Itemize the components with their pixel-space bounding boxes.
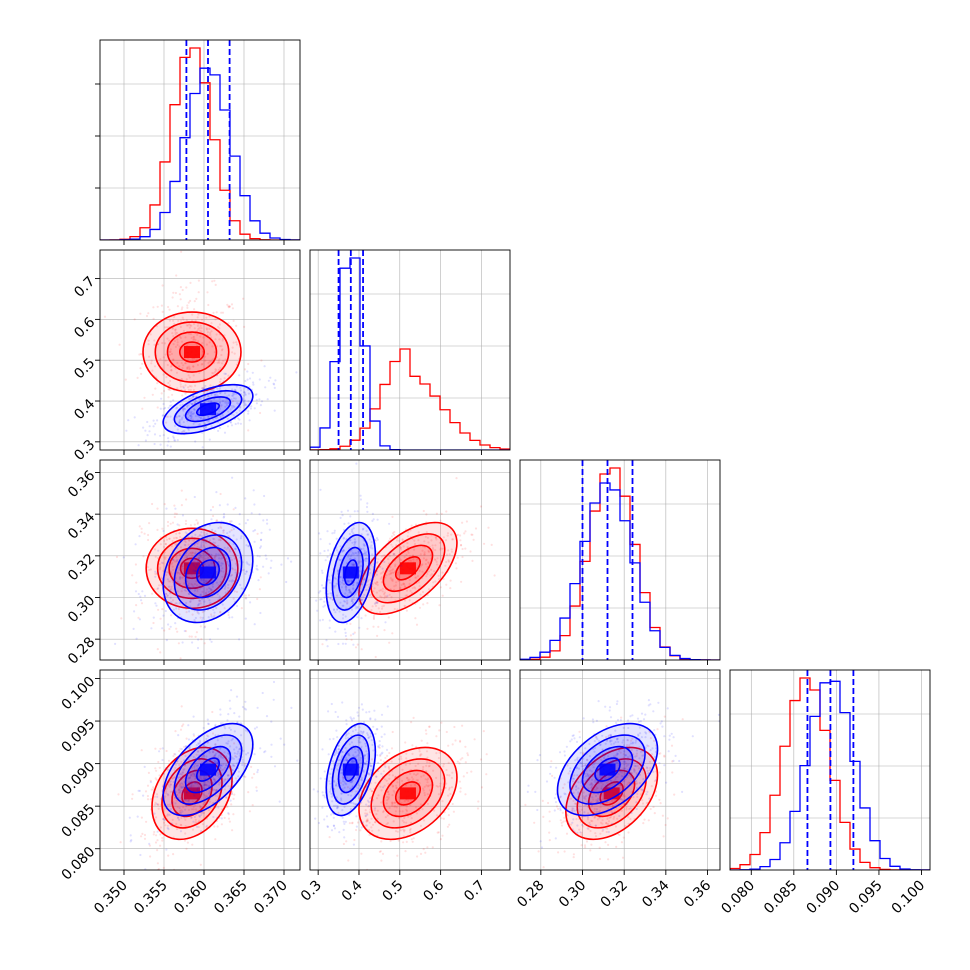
y-tick-label-3: 0.6	[71, 314, 98, 341]
x-tick-label-2: 0.32	[598, 878, 631, 911]
x-tick-label-1: 0.085	[761, 878, 801, 918]
x-tick-label-1: 0.355	[131, 878, 171, 918]
contour-0-2	[166, 331, 218, 373]
x-tick-label-4: 0.7	[461, 878, 488, 905]
contour-0-1	[156, 537, 228, 600]
contour-0-3	[394, 781, 422, 806]
panel-1-1	[309, 249, 511, 455]
y-tick-label-1: 0.4	[71, 396, 98, 423]
x-tick-label-4: 0.36	[681, 877, 714, 910]
x-tick-label-3: 0.365	[211, 878, 251, 918]
y-tick-label-2: 0.090	[59, 759, 99, 799]
contour-1-1	[331, 534, 370, 611]
panel-1-0: 0.3 0.4 0.5 0.6 0.7	[71, 249, 301, 464]
density-peak-0	[184, 346, 200, 359]
x-tick-label-4: 0.370	[251, 878, 291, 918]
histogram-1	[310, 257, 510, 450]
contour-0-2	[382, 769, 434, 818]
panel-2-1	[309, 459, 511, 665]
panel-2-2	[519, 459, 721, 665]
contour-0-0	[358, 521, 458, 615]
y-tick-label-2: 0.32	[65, 551, 98, 584]
density-peak-0	[399, 562, 416, 575]
x-tick-label-4: 0.100	[889, 878, 929, 918]
contour-1-0	[325, 521, 377, 624]
contour-1-2	[184, 745, 232, 794]
histogram-0	[310, 348, 510, 450]
contour-0-1	[154, 321, 230, 383]
contour-1-2	[184, 396, 232, 423]
y-tick-label-1: 0.30	[65, 593, 98, 626]
contour-0-0	[358, 746, 458, 841]
x-tick-label-1: 0.30	[556, 878, 589, 911]
contour-0-1	[370, 533, 446, 604]
density-peak-1	[342, 566, 359, 579]
histogram-1	[520, 482, 720, 660]
density-peak-0	[399, 787, 416, 800]
x-tick-label-2: 0.5	[380, 878, 407, 905]
density-peak-1	[342, 763, 359, 776]
y-tick-label-4: 0.36	[65, 467, 98, 500]
y-tick-label-0: 0.28	[65, 634, 98, 667]
contour-1-1	[331, 734, 370, 805]
x-tick-label-0: 0.3	[298, 878, 325, 905]
x-tick-label-2: 0.090	[804, 878, 844, 918]
x-tick-label-1: 0.4	[339, 877, 366, 904]
y-tick-label-0: 0.3	[71, 437, 98, 464]
y-tick-label-1: 0.085	[59, 801, 99, 841]
x-tick-label-3: 0.6	[420, 877, 447, 904]
y-tick-label-3: 0.095	[59, 716, 99, 756]
density-peak-1	[200, 763, 216, 776]
x-tick-label-0: 0.28	[514, 878, 547, 911]
contour-1-1	[173, 534, 243, 611]
density-peak-1	[200, 403, 216, 416]
y-tick-label-3: 0.34	[65, 509, 98, 542]
histogram-1	[100, 67, 300, 240]
contour-0-0	[142, 311, 242, 393]
y-tick-label-0: 0.080	[59, 844, 99, 884]
contour-0-1	[370, 758, 446, 829]
contour-0-0	[151, 746, 233, 841]
x-tick-label-0: 0.080	[718, 878, 758, 918]
panel-3-3: 0.080 0.085 0.090 0.095 0.100	[718, 669, 931, 918]
y-tick-label-2: 0.5	[71, 355, 98, 382]
contour-0-1	[161, 758, 223, 829]
panel-3-1: 0.3 0.4 0.5 0.6 0.7	[298, 669, 511, 905]
panel-0-0	[95, 39, 301, 245]
x-tick-label-0: 0.350	[91, 878, 131, 918]
contour-1-2	[337, 745, 364, 794]
contour-1-3	[594, 757, 621, 782]
contour-1-0	[556, 722, 659, 817]
x-tick-label-2: 0.360	[171, 878, 211, 918]
contour-1-0	[162, 722, 254, 817]
contour-1-0	[325, 722, 377, 817]
y-tick-label-4: 0.7	[71, 274, 98, 301]
panel-2-0: 0.28 0.30 0.32 0.34 0.36	[65, 459, 301, 668]
y-tick-label-4: 0.100	[59, 674, 99, 714]
scatter-1	[526, 670, 720, 849]
contour-1-1	[173, 734, 243, 805]
contour-1-0	[162, 383, 254, 435]
x-tick-label-3: 0.34	[639, 877, 672, 910]
density-peak-1	[599, 763, 616, 776]
contour-1-2	[184, 546, 232, 599]
contour-0-3	[178, 341, 206, 363]
contour-1-2	[337, 546, 364, 599]
contour-1-3	[195, 559, 220, 586]
contour-0-2	[382, 544, 434, 593]
contour-1-1	[569, 734, 646, 805]
panel-3-2: 0.28 0.30 0.32 0.34 0.36	[514, 669, 721, 911]
contour-1-1	[173, 390, 243, 429]
x-tick-label-3: 0.095	[846, 878, 886, 918]
contour-1-0	[162, 521, 254, 624]
density-peak-1	[200, 566, 216, 579]
contour-0-1	[576, 758, 647, 829]
contour-1-2	[581, 745, 634, 794]
